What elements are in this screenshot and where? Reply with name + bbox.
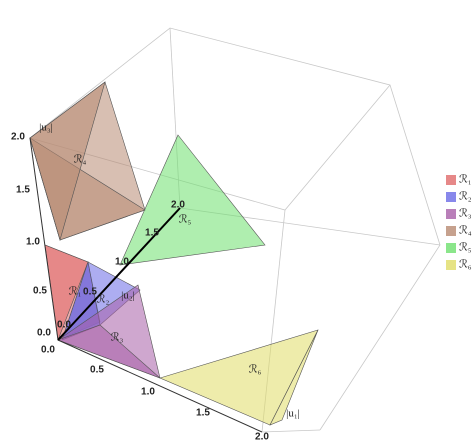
- axis-label: |u₃|: [39, 122, 53, 134]
- tick-label: 1.5: [145, 228, 159, 239]
- region-label: ℛ₅: [179, 214, 192, 226]
- tick-label: 0.0: [37, 328, 51, 339]
- region-face: [269, 329, 319, 426]
- axis-label: |u₁|: [286, 408, 300, 420]
- legend-label: ℛ₂: [459, 191, 472, 203]
- tick-label: 0.5: [83, 287, 97, 298]
- labels: ℛ₁ ℛ₁ ℛ₂ ℛ₂ ℛ₃ ℛ₃ ℛ₄ ℛ₄ ℛ₅ ℛ₅ ℛ₆ ℛ₆ 0.0 0.5 1.0 1.5 2.0 |…: [11, 122, 472, 443]
- region-label: ℛ₂: [97, 294, 110, 306]
- region-label: ℛ₄: [74, 154, 87, 166]
- legend-swatch: [446, 243, 456, 253]
- legend-label: ℛ₆: [459, 259, 472, 271]
- tick-label: 1.0: [26, 237, 40, 248]
- legend-swatch: [446, 192, 456, 202]
- u3-axis: [29, 137, 59, 341]
- region-label: ℛ₃: [111, 332, 124, 344]
- legend-label: ℛ₅: [459, 242, 472, 254]
- tick-label: 1.0: [141, 387, 155, 398]
- region-label: ℛ₁: [69, 286, 82, 298]
- box-edge: [261, 429, 321, 433]
- region-face: [57, 324, 161, 379]
- legend-swatch: [446, 226, 456, 236]
- legend-label: ℛ₄: [459, 225, 472, 237]
- tick-label: 1.5: [16, 185, 30, 196]
- region-face: [29, 81, 106, 242]
- tick-label: 2.0: [11, 132, 25, 143]
- legend-swatch: [446, 260, 456, 270]
- legend-label: ℛ₃: [459, 208, 472, 220]
- tick-label: 0.5: [90, 365, 104, 376]
- tick-label: 0.5: [33, 286, 47, 297]
- tick-label: 2.0: [171, 200, 185, 211]
- u1-axis: [57, 339, 263, 433]
- tick-label: 1.5: [196, 408, 210, 419]
- tick-label: 0.0: [41, 345, 55, 356]
- tick-label: 1.0: [115, 257, 129, 268]
- axis-label: |u₂|: [121, 290, 135, 302]
- u2-axis: [57, 207, 181, 341]
- axes: [29, 137, 263, 433]
- tick-label: 0.0: [57, 320, 71, 331]
- legend-swatch: [446, 209, 456, 219]
- legend-swatch: [446, 175, 456, 185]
- legend-label: ℛ₁: [459, 174, 472, 186]
- tick-label: 2.0: [255, 432, 269, 443]
- region-label: ℛ₆: [249, 364, 262, 376]
- regions: [29, 81, 319, 426]
